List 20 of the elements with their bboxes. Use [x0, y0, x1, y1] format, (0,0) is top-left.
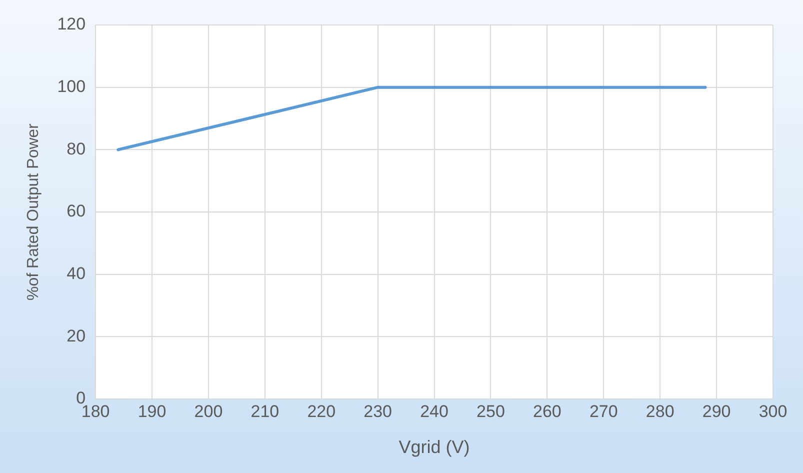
x-tick-label: 210 [250, 402, 280, 421]
x-tick-label: 270 [589, 402, 618, 421]
y-tick-label: 100 [57, 77, 86, 96]
x-tick-label: 300 [758, 402, 788, 421]
y-tick-label: 60 [66, 202, 86, 221]
y-tick-label: 40 [66, 264, 86, 284]
y-tick-label: 120 [57, 14, 86, 34]
x-tick-label: 190 [138, 402, 166, 421]
x-axis-title: Vgrid (V) [398, 437, 470, 458]
x-tick-label: 250 [476, 402, 505, 421]
x-tick-label: 220 [307, 402, 336, 421]
x-tick-label: 280 [646, 402, 674, 421]
y-tick-label: 20 [66, 326, 86, 346]
x-tick-label: 260 [533, 402, 562, 421]
y-axis-title: %of Rated Output Power [25, 122, 42, 300]
x-tick-label: 230 [364, 402, 392, 421]
x-tick-label: 200 [194, 402, 223, 421]
x-tick-label: 290 [702, 402, 731, 421]
y-tick-label: 80 [66, 139, 86, 158]
x-tick-label: 240 [420, 402, 448, 421]
